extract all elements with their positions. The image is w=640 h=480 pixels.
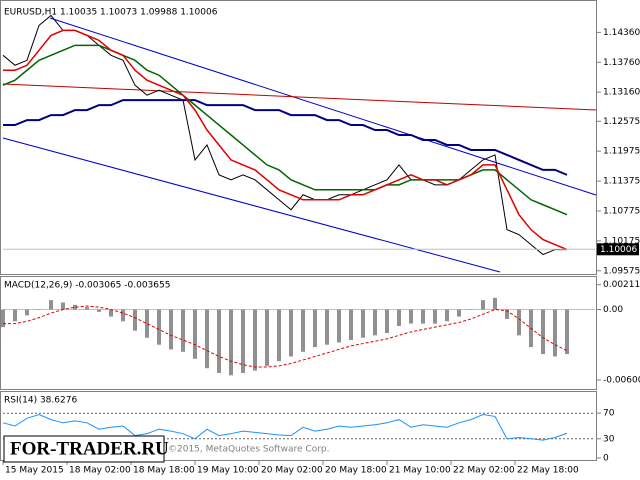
histogram-bar xyxy=(169,309,173,350)
histogram-bar xyxy=(265,309,269,366)
histogram-bar xyxy=(1,309,5,328)
signal-line xyxy=(3,305,568,368)
histogram-bar xyxy=(481,300,485,310)
histogram-bar xyxy=(13,309,17,322)
y-tick-label: 1.11375 xyxy=(603,177,640,187)
x-tick-label: 18 May 02:00 xyxy=(69,466,131,476)
histogram-bar xyxy=(553,309,557,357)
price-frame xyxy=(0,0,597,275)
histogram-bar xyxy=(109,309,113,317)
y-tick-label: 70 xyxy=(603,409,615,419)
histogram-bar xyxy=(217,309,221,373)
histogram-bar xyxy=(541,309,545,355)
histogram-bar xyxy=(517,309,521,336)
histogram-bar xyxy=(37,309,41,311)
y-tick-label: 1.11975 xyxy=(603,147,640,157)
y-tick-label: 0.002113 xyxy=(603,280,640,290)
histogram-bar xyxy=(361,309,365,338)
histogram-bar xyxy=(97,309,101,312)
x-tick-label: 19 May 10:00 xyxy=(197,466,259,476)
x-tick-label: 20 May 18:00 xyxy=(325,466,387,476)
histogram-bar xyxy=(61,302,65,310)
y-tick-label: 1.10175 xyxy=(603,236,640,246)
x-tick-label: 22 May 02:00 xyxy=(453,466,515,476)
x-tick-label: 15 May 2015 xyxy=(5,466,64,476)
x-tick-label: 18 May 18:00 xyxy=(133,466,195,476)
series-line xyxy=(2,413,568,441)
histogram-bar xyxy=(337,309,341,343)
price-tag: 1.10006 xyxy=(600,245,637,255)
histogram-bar xyxy=(157,309,161,345)
macd-frame xyxy=(0,276,597,390)
histogram-bar xyxy=(325,309,329,345)
x-tick-label: 21 May 10:00 xyxy=(389,466,451,476)
y-tick-label: 1.13160 xyxy=(603,88,640,98)
histogram-bar xyxy=(229,309,233,376)
watermark: FOR-TRADER.RU xyxy=(10,438,169,459)
y-tick-label: 0 xyxy=(603,454,609,464)
y-tick-label: 30 xyxy=(603,434,615,444)
histogram-bar xyxy=(445,309,449,322)
channel-upper xyxy=(49,17,597,196)
histogram-bar xyxy=(205,309,209,369)
histogram-bar xyxy=(25,309,29,316)
histogram-bar xyxy=(385,309,389,333)
histogram-bar xyxy=(373,309,377,336)
histogram-bar xyxy=(457,309,461,317)
y-tick-label: 1.09575 xyxy=(603,266,640,276)
histogram-bar xyxy=(241,309,245,373)
histogram-bar xyxy=(349,309,353,341)
histogram-bar xyxy=(181,309,185,352)
y-tick-label: -0.006002 xyxy=(603,375,640,385)
histogram-bar xyxy=(193,309,197,359)
chart-title: EURUSD,H1 1.10035 1.10073 1.09988 1.1000… xyxy=(4,8,218,18)
histogram-bar xyxy=(565,309,569,355)
rsi-frame xyxy=(0,391,597,461)
histogram-bar xyxy=(433,309,437,324)
histogram-bar xyxy=(253,309,257,371)
rsi-title: RSI(14) 38.6276 xyxy=(4,396,77,406)
series-line xyxy=(3,29,568,251)
frames xyxy=(0,0,597,461)
x-tick-label: 20 May 02:00 xyxy=(261,466,323,476)
histogram-bar xyxy=(397,309,401,326)
x-tick-label: 22 May 18:00 xyxy=(517,466,579,476)
series-line xyxy=(3,99,568,176)
watermark-box xyxy=(3,435,165,463)
histogram-bar xyxy=(313,309,317,348)
y-tick-label: 0.00 xyxy=(603,305,623,315)
histogram-bar xyxy=(121,309,125,322)
histogram-bar xyxy=(145,309,149,338)
histogram-bar xyxy=(301,309,305,352)
histogram-bar xyxy=(469,309,473,311)
histogram-bar xyxy=(133,309,137,331)
histogram-bar xyxy=(49,300,53,310)
macd-title: MACD(12,26,9) -0.003065 -0.003655 xyxy=(4,281,170,291)
histogram-bar xyxy=(493,297,497,310)
histogram-bar xyxy=(409,309,413,324)
trend-line xyxy=(2,83,597,111)
plot-layer: 1.14360 1.13760 1.13160 1.12575 1.11975 1.113… xyxy=(1,14,640,476)
series-line xyxy=(2,14,567,256)
histogram-bar xyxy=(421,309,425,324)
y-tick-label: 1.13760 xyxy=(603,58,640,68)
y-tick-label: 1.12575 xyxy=(603,117,640,127)
copyright: ©2015, MetaQuotes Software Corp. xyxy=(168,445,329,455)
histogram-bar xyxy=(85,307,89,310)
histogram-bar xyxy=(289,309,293,357)
y-tick-label: 1.14360 xyxy=(603,28,640,38)
price-tag-box xyxy=(597,243,639,256)
histogram-bar xyxy=(277,309,281,362)
y-tick-label: 1.10775 xyxy=(603,206,640,216)
histogram-bar xyxy=(505,309,509,319)
histogram-bar xyxy=(73,304,77,310)
